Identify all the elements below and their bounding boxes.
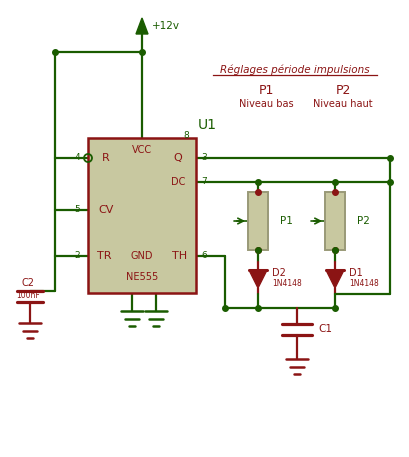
Text: 3: 3 xyxy=(201,154,207,163)
Text: C1: C1 xyxy=(319,324,333,334)
Bar xyxy=(248,192,268,250)
Text: 5: 5 xyxy=(74,206,80,214)
Text: TR: TR xyxy=(97,251,111,261)
Text: D2: D2 xyxy=(272,268,286,278)
Text: 100nF: 100nF xyxy=(16,292,40,301)
Polygon shape xyxy=(326,270,344,288)
Text: R: R xyxy=(102,153,110,163)
Text: U1: U1 xyxy=(198,118,217,132)
Text: Niveau haut: Niveau haut xyxy=(313,99,373,109)
Bar xyxy=(325,192,345,250)
Polygon shape xyxy=(249,270,267,288)
Text: VCC: VCC xyxy=(132,145,152,155)
Text: DC: DC xyxy=(171,177,185,187)
Text: P2: P2 xyxy=(357,216,370,226)
Text: 1N4148: 1N4148 xyxy=(272,280,302,288)
Text: Niveau bas: Niveau bas xyxy=(239,99,293,109)
Text: NE555: NE555 xyxy=(126,272,158,282)
Text: Réglages période impulsions: Réglages période impulsions xyxy=(220,65,370,75)
Text: TH: TH xyxy=(173,251,188,261)
Text: GND: GND xyxy=(131,251,153,261)
Text: P1: P1 xyxy=(280,216,293,226)
Text: D1: D1 xyxy=(349,268,363,278)
Text: 4: 4 xyxy=(74,154,80,163)
Text: 2: 2 xyxy=(74,251,80,260)
Text: 1N4148: 1N4148 xyxy=(349,280,379,288)
Text: 8: 8 xyxy=(183,131,189,139)
Text: CV: CV xyxy=(98,205,114,215)
Text: C2: C2 xyxy=(22,278,34,288)
Bar xyxy=(88,138,196,293)
Text: P2: P2 xyxy=(335,84,351,96)
Text: 6: 6 xyxy=(201,251,207,260)
Text: Q: Q xyxy=(174,153,182,163)
Polygon shape xyxy=(136,18,148,34)
Text: 7: 7 xyxy=(201,177,207,186)
Text: +12v: +12v xyxy=(152,21,180,31)
Text: P1: P1 xyxy=(258,84,274,96)
